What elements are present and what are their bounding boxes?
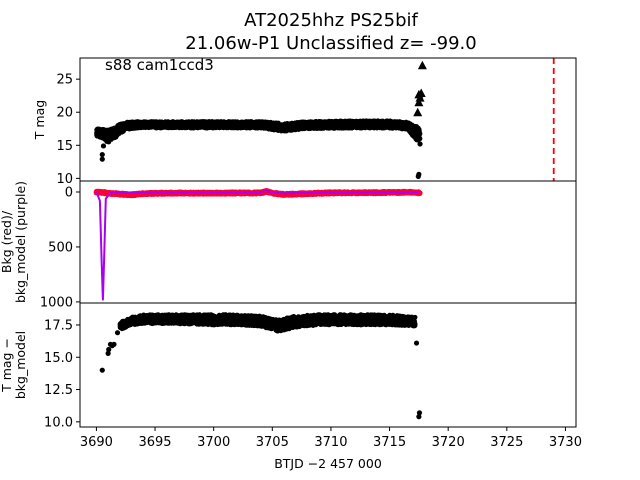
data-point bbox=[99, 151, 105, 158]
y-tick-label: 10.0 bbox=[44, 415, 73, 430]
upper-limit-marker bbox=[416, 88, 426, 98]
upper-limit-marker bbox=[413, 107, 423, 117]
data-point bbox=[416, 130, 423, 136]
y-tick-label: 25 bbox=[56, 73, 73, 88]
background-data-layer bbox=[93, 188, 423, 301]
y-tick-label: 15.0 bbox=[44, 351, 73, 366]
chart-title-line2: 21.06w-P1 Unclassified z= -99.0 bbox=[185, 33, 476, 54]
y-tick-label: 12.5 bbox=[44, 383, 73, 398]
y-tick-label: 17.5 bbox=[44, 318, 73, 333]
y-tick-label: 500 bbox=[48, 240, 73, 255]
difference-data-layer bbox=[99, 312, 423, 420]
magnitude-data-layer bbox=[94, 58, 555, 181]
y-tick-label: 1000 bbox=[40, 295, 73, 310]
chart-title-line1: AT2025hhz PS25bif bbox=[244, 10, 418, 31]
background-panel: 0 500 1000 bbox=[40, 185, 423, 310]
data-point bbox=[416, 171, 422, 177]
bkg-model-line bbox=[95, 189, 420, 301]
y-tick-label: 10 bbox=[56, 172, 73, 187]
data-point bbox=[417, 141, 423, 147]
data-point bbox=[100, 143, 107, 149]
difference-panel: 10.0 12.5 15.0 17.5 bbox=[44, 312, 423, 430]
upper-limit-marker bbox=[417, 60, 427, 70]
y-tick-label: 0 bbox=[65, 185, 73, 200]
magnitude-panel: 10 15 20 25 bbox=[56, 58, 555, 187]
y-tick-label: 15 bbox=[56, 139, 73, 154]
upper-limit-marker bbox=[414, 97, 424, 107]
y-tick-label: 20 bbox=[56, 106, 73, 121]
data-point bbox=[99, 156, 105, 162]
